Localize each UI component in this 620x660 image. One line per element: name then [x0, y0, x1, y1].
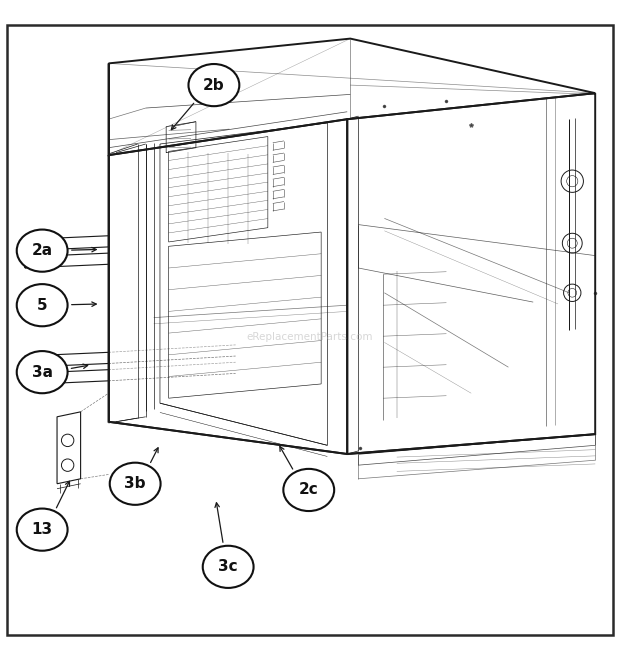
Ellipse shape — [17, 284, 68, 326]
Text: 13: 13 — [32, 522, 53, 537]
Ellipse shape — [188, 64, 239, 106]
Text: 3a: 3a — [32, 365, 53, 379]
Text: 5: 5 — [37, 298, 48, 313]
Text: eReplacementParts.com: eReplacementParts.com — [247, 333, 373, 343]
Ellipse shape — [110, 463, 161, 505]
Text: 2c: 2c — [299, 482, 319, 498]
Text: 2b: 2b — [203, 78, 224, 92]
Ellipse shape — [17, 230, 68, 272]
Text: 3c: 3c — [218, 559, 238, 574]
Text: 3b: 3b — [125, 477, 146, 491]
Ellipse shape — [283, 469, 334, 511]
Text: 2a: 2a — [32, 243, 53, 258]
Ellipse shape — [203, 546, 254, 588]
Ellipse shape — [17, 509, 68, 550]
Ellipse shape — [17, 351, 68, 393]
